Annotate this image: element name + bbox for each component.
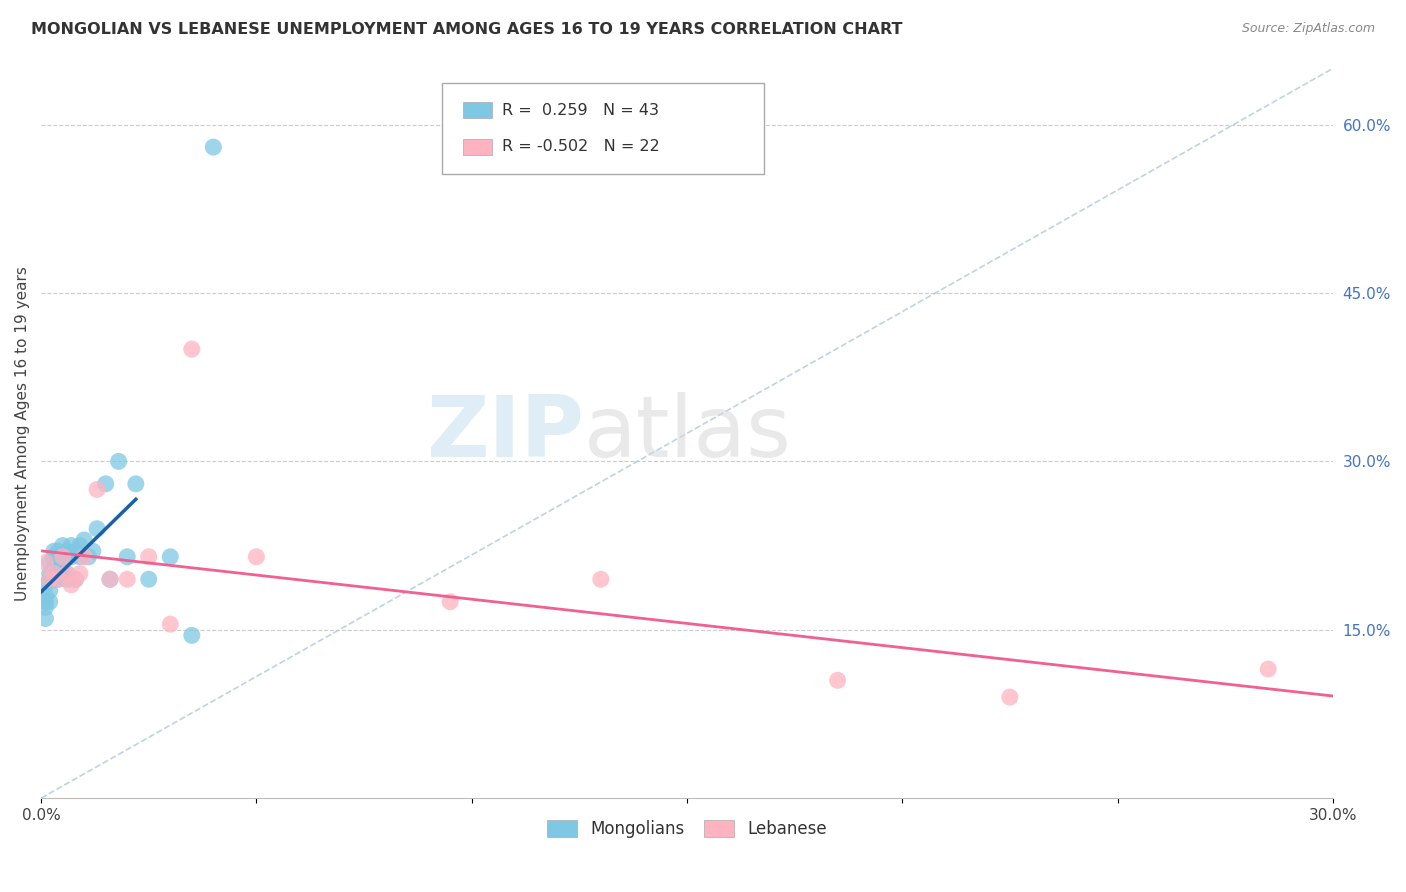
Point xyxy=(34,578,56,592)
Point xyxy=(115,572,138,586)
Point xyxy=(60,578,83,592)
Point xyxy=(202,140,225,154)
Point xyxy=(38,583,60,598)
Point xyxy=(46,572,69,586)
Point xyxy=(56,549,79,564)
Point xyxy=(82,544,104,558)
Point xyxy=(138,549,160,564)
Text: MONGOLIAN VS LEBANESE UNEMPLOYMENT AMONG AGES 16 TO 19 YEARS CORRELATION CHART: MONGOLIAN VS LEBANESE UNEMPLOYMENT AMONG… xyxy=(31,22,903,37)
Point xyxy=(56,544,79,558)
Point xyxy=(46,572,69,586)
Point xyxy=(589,572,612,586)
Point xyxy=(46,556,69,570)
Y-axis label: Unemployment Among Ages 16 to 19 years: Unemployment Among Ages 16 to 19 years xyxy=(15,266,30,601)
Point xyxy=(38,595,60,609)
Point xyxy=(56,566,79,581)
Point xyxy=(52,539,75,553)
FancyBboxPatch shape xyxy=(464,102,492,118)
Point xyxy=(60,549,83,564)
Point xyxy=(38,572,60,586)
Point xyxy=(46,544,69,558)
Point xyxy=(125,476,148,491)
Point xyxy=(34,589,56,603)
Point xyxy=(107,454,129,468)
Point xyxy=(180,342,202,356)
Legend: Mongolians, Lebanese: Mongolians, Lebanese xyxy=(540,813,834,845)
Point xyxy=(827,673,849,688)
Point xyxy=(86,522,108,536)
Point xyxy=(56,566,79,581)
Point xyxy=(1257,662,1279,676)
Point xyxy=(86,483,108,497)
Point xyxy=(34,611,56,625)
Point xyxy=(439,595,461,609)
Point xyxy=(77,549,100,564)
Point xyxy=(42,566,65,581)
Point xyxy=(98,572,121,586)
Point xyxy=(65,572,87,586)
Point xyxy=(159,617,181,632)
Point xyxy=(69,539,91,553)
Point xyxy=(73,549,96,564)
Point xyxy=(34,600,56,615)
Point xyxy=(65,544,87,558)
Text: ZIP: ZIP xyxy=(426,392,583,475)
Point xyxy=(69,566,91,581)
Point xyxy=(42,544,65,558)
Point xyxy=(56,572,79,586)
Point xyxy=(998,690,1021,705)
Text: R = -0.502   N = 22: R = -0.502 N = 22 xyxy=(502,139,659,154)
FancyBboxPatch shape xyxy=(464,138,492,154)
Point xyxy=(52,549,75,564)
Point xyxy=(34,595,56,609)
Text: atlas: atlas xyxy=(583,392,792,475)
Point xyxy=(42,549,65,564)
Point xyxy=(245,549,267,564)
Point xyxy=(38,556,60,570)
Point xyxy=(60,539,83,553)
Point xyxy=(73,533,96,547)
Point xyxy=(52,566,75,581)
Point xyxy=(69,549,91,564)
Point xyxy=(52,549,75,564)
Point xyxy=(115,549,138,564)
Point xyxy=(38,566,60,581)
Point xyxy=(180,628,202,642)
Text: R =  0.259   N = 43: R = 0.259 N = 43 xyxy=(502,103,659,118)
Point xyxy=(98,572,121,586)
Point xyxy=(159,549,181,564)
Point xyxy=(94,476,117,491)
Point xyxy=(138,572,160,586)
Point xyxy=(65,572,87,586)
Point xyxy=(38,572,60,586)
Point xyxy=(42,572,65,586)
Text: Source: ZipAtlas.com: Source: ZipAtlas.com xyxy=(1241,22,1375,36)
Point xyxy=(34,556,56,570)
FancyBboxPatch shape xyxy=(441,83,765,174)
Point xyxy=(42,561,65,575)
